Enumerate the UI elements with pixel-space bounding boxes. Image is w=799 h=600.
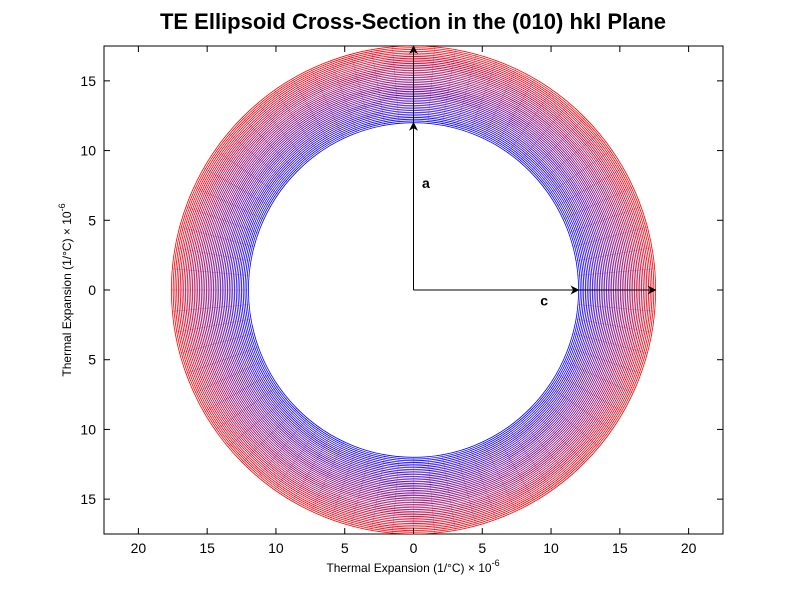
- mesh-line: [227, 397, 288, 448]
- mesh-line: [350, 54, 372, 129]
- mesh-line: [482, 68, 517, 139]
- mesh-line: [427, 46, 435, 124]
- mesh-line: [469, 60, 497, 133]
- mesh-line: [469, 447, 497, 520]
- mesh-line: [175, 247, 251, 262]
- mesh-line: [392, 456, 400, 534]
- y-tick-label: 10: [80, 143, 96, 159]
- x-axis-label: Thermal Expansion (1/°C) × 10-6: [326, 558, 499, 575]
- mesh-line: [568, 206, 642, 234]
- x-tick-label: 10: [268, 540, 284, 556]
- mesh-line: [215, 385, 279, 431]
- mesh-line: [507, 89, 553, 154]
- mesh-line: [242, 117, 297, 172]
- mesh-line: [310, 441, 345, 512]
- mesh-line: [203, 167, 271, 207]
- mesh-line: [572, 226, 648, 247]
- mesh-line: [257, 417, 308, 478]
- x-tick-label: 10: [543, 540, 559, 556]
- mesh-line: [455, 54, 477, 129]
- mesh-line: [175, 318, 251, 333]
- mesh-line: [392, 46, 400, 124]
- mesh-line: [577, 304, 655, 312]
- mesh-line: [548, 385, 612, 431]
- mesh-line: [179, 226, 255, 247]
- mesh-line: [530, 408, 585, 463]
- mesh-line: [292, 434, 332, 502]
- mesh-line: [227, 132, 288, 183]
- mesh-line: [257, 102, 308, 163]
- axis-ticks: 20 15 10 5 0 5 10 15 20 15 10 5 0 5 10 15: [80, 46, 723, 556]
- mesh-line: [172, 304, 250, 312]
- mesh-line: [556, 373, 624, 413]
- mesh-line: [548, 149, 612, 195]
- mesh-line: [179, 333, 255, 354]
- mesh-line: [576, 318, 652, 333]
- mesh-line: [482, 441, 517, 512]
- mesh-line: [441, 454, 456, 531]
- mesh-line: [455, 451, 477, 526]
- mesh-line: [203, 373, 271, 413]
- mesh-line: [371, 454, 386, 531]
- mesh-line: [577, 268, 655, 276]
- x-tick-label: 15: [612, 540, 628, 556]
- x-tick-label: 20: [131, 540, 147, 556]
- x-tick-label: 0: [410, 540, 418, 556]
- mesh-line: [562, 186, 634, 220]
- mesh-line: [519, 417, 570, 478]
- y-tick-label: 0: [88, 282, 96, 298]
- y-tick-label: 15: [80, 491, 96, 507]
- annotation-label-c: c: [540, 292, 548, 308]
- mesh-line: [495, 78, 535, 146]
- y-axis-label-text: Thermal Expansion (1/°C) × 10: [60, 211, 74, 377]
- mesh-line: [330, 60, 358, 133]
- y-tick-label: 5: [88, 352, 96, 368]
- x-tick-label: 15: [199, 540, 215, 556]
- mesh-line: [539, 397, 600, 448]
- mesh-line: [556, 167, 624, 207]
- y-tick-label: 15: [80, 73, 96, 89]
- mesh-line: [274, 89, 320, 154]
- mesh-line: [185, 346, 259, 374]
- mesh-line: [568, 346, 642, 374]
- x-axis-label-exponent: -6: [492, 558, 500, 568]
- annotation-label-a: a: [422, 175, 430, 191]
- x-tick-label: 20: [681, 540, 697, 556]
- mesh-line: [172, 268, 250, 276]
- mesh-line: [576, 247, 652, 262]
- mesh-line: [539, 132, 600, 183]
- mesh-line: [441, 49, 456, 126]
- mesh-line: [519, 102, 570, 163]
- y-axis-label-exponent: -6: [57, 203, 67, 211]
- mesh-line: [193, 186, 265, 220]
- mesh-line: [185, 206, 259, 234]
- mesh-line: [427, 456, 435, 534]
- chart-title: TE Ellipsoid Cross-Section in the (010) …: [160, 9, 666, 34]
- mesh-line: [310, 68, 345, 139]
- mesh-line: [330, 447, 358, 520]
- x-tick-label: 5: [478, 540, 486, 556]
- mesh-line: [562, 360, 634, 394]
- mesh-line: [274, 426, 320, 491]
- y-tick-label: 5: [88, 212, 96, 228]
- y-axis-label: Thermal Expansion (1/°C) × 10-6: [57, 203, 74, 376]
- x-axis-label-text: Thermal Expansion (1/°C) × 10: [326, 561, 492, 575]
- mesh-line: [495, 434, 535, 502]
- mesh-line: [371, 49, 386, 126]
- mesh-line: [507, 426, 553, 491]
- mesh-line: [242, 408, 297, 463]
- mesh-line: [292, 78, 332, 146]
- annotations: ac: [409, 45, 657, 308]
- mesh-line: [215, 149, 279, 195]
- y-tick-label: 10: [80, 421, 96, 437]
- mesh-line: [350, 451, 372, 526]
- x-tick-label: 5: [341, 540, 349, 556]
- mesh-line: [530, 117, 585, 172]
- mesh-line: [193, 360, 265, 394]
- mesh-line: [572, 333, 648, 354]
